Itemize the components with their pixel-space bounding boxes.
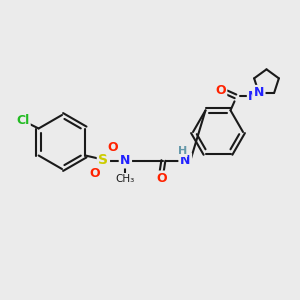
Text: N: N: [254, 86, 264, 99]
Text: O: O: [107, 141, 118, 154]
Text: H: H: [178, 146, 187, 157]
Text: O: O: [215, 84, 226, 97]
Text: O: O: [156, 172, 167, 185]
Text: N: N: [180, 154, 190, 167]
Text: N: N: [120, 154, 130, 167]
Text: O: O: [89, 167, 100, 180]
Text: H: H: [178, 146, 187, 157]
Text: S: S: [98, 154, 108, 167]
Text: CH₃: CH₃: [116, 173, 135, 184]
Text: N: N: [248, 90, 259, 103]
Text: Cl: Cl: [16, 114, 29, 127]
Text: N: N: [180, 154, 190, 167]
